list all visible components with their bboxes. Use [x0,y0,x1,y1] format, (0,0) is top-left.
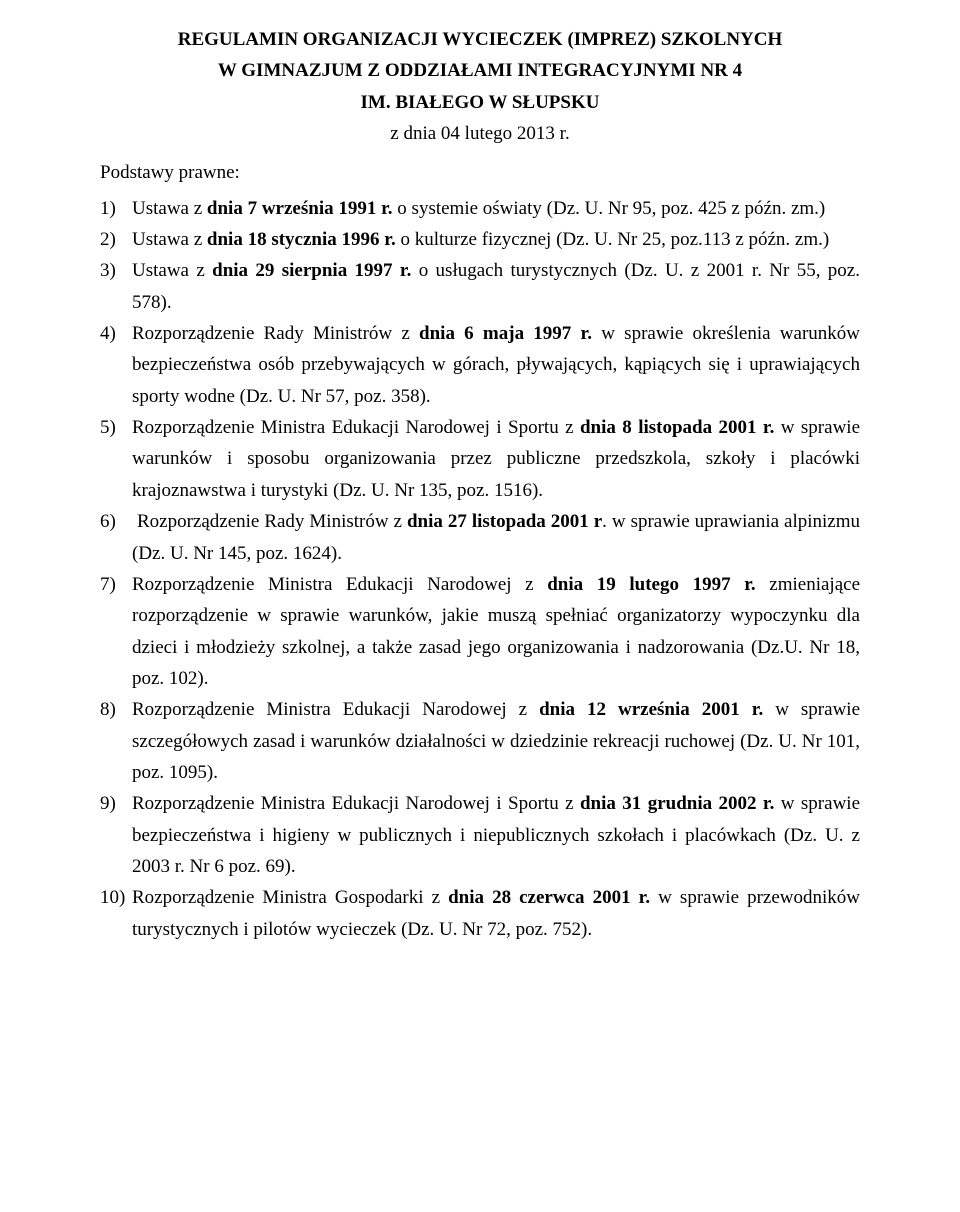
list-item-text-run: Rozporządzenie Ministra Gospodarki z [132,887,448,908]
list-item-text-run: Ustawa z [132,198,207,219]
list-item-bold-run: dnia 8 listopada 2001 r. [580,417,774,438]
title-date: z dnia 04 lutego 2013 r. [100,118,860,149]
list-item-number: 8) [100,694,132,725]
list-item: 9)Rozporządzenie Ministra Edukacji Narod… [100,788,860,882]
list-item-text-run: Rozporządzenie Rady Ministrów z [132,323,419,344]
list-item: 10)Rozporządzenie Ministra Gospodarki z … [100,882,860,945]
legal-basis-list: 1)Ustawa z dnia 7 września 1991 r. o sys… [100,193,860,945]
list-item-number: 5) [100,412,132,443]
list-item-bold-run: dnia 18 stycznia 1996 r. [207,229,396,250]
list-item-bold-run: dnia 6 maja 1997 r. [419,323,592,344]
list-item-text-run: o systemie oświaty (Dz. U. Nr 95, poz. 4… [393,198,826,219]
list-item-number: 2) [100,224,132,255]
list-item: 7)Rozporządzenie Ministra Edukacji Narod… [100,569,860,694]
list-item: 4)Rozporządzenie Rady Ministrów z dnia 6… [100,318,860,412]
legal-basis-heading: Podstawy prawne: [100,157,860,188]
list-item-bold-run: dnia 19 lutego 1997 r. [547,574,755,595]
list-item-number: 9) [100,788,132,819]
list-item-number: 1) [100,193,132,224]
list-item-number: 6) [100,506,132,537]
title-line-2: W GIMNAZJUM Z ODDZIAŁAMI INTEGRACYJNYMI … [100,55,860,86]
title-line-3: IM. BIAŁEGO W SŁUPSKU [100,87,860,118]
list-item-text-run: Rozporządzenie Ministra Edukacji Narodow… [132,417,580,438]
list-item-bold-run: dnia 27 listopada 2001 r [407,511,602,532]
title-line-1: REGULAMIN ORGANIZACJI WYCIECZEK (IMPREZ)… [100,24,860,55]
list-item-bold-run: dnia 31 grudnia 2002 r. [580,793,774,814]
list-item-text-run: Rozporządzenie Ministra Edukacji Narodow… [132,699,539,720]
list-item-text-run: Rozporządzenie Ministra Edukacji Narodow… [132,793,580,814]
list-item: 1)Ustawa z dnia 7 września 1991 r. o sys… [100,193,860,224]
list-item-text-run: Ustawa z [132,260,212,281]
list-item-number: 7) [100,569,132,600]
list-item: 8)Rozporządzenie Ministra Edukacji Narod… [100,694,860,788]
list-item: 3)Ustawa z dnia 29 sierpnia 1997 r. o us… [100,255,860,318]
list-item-text-run: o kulturze fizycznej (Dz. U. Nr 25, poz.… [396,229,830,250]
list-item-bold-run: dnia 29 sierpnia 1997 r. [212,260,411,281]
list-item: 5)Rozporządzenie Ministra Edukacji Narod… [100,412,860,506]
list-item: 6) Rozporządzenie Rady Ministrów z dnia … [100,506,860,569]
list-item-number: 10) [100,882,132,913]
list-item-number: 4) [100,318,132,349]
list-item-text-run: Rozporządzenie Rady Ministrów z [132,511,407,532]
list-item-text-run: Rozporządzenie Ministra Edukacji Narodow… [132,574,547,595]
list-item-number: 3) [100,255,132,286]
list-item-bold-run: dnia 7 września 1991 r. [207,198,393,219]
list-item: 2)Ustawa z dnia 18 stycznia 1996 r. o ku… [100,224,860,255]
list-item-bold-run: dnia 12 września 2001 r. [539,699,763,720]
list-item-bold-run: dnia 28 czerwca 2001 r. [448,887,650,908]
list-item-text-run: Ustawa z [132,229,207,250]
